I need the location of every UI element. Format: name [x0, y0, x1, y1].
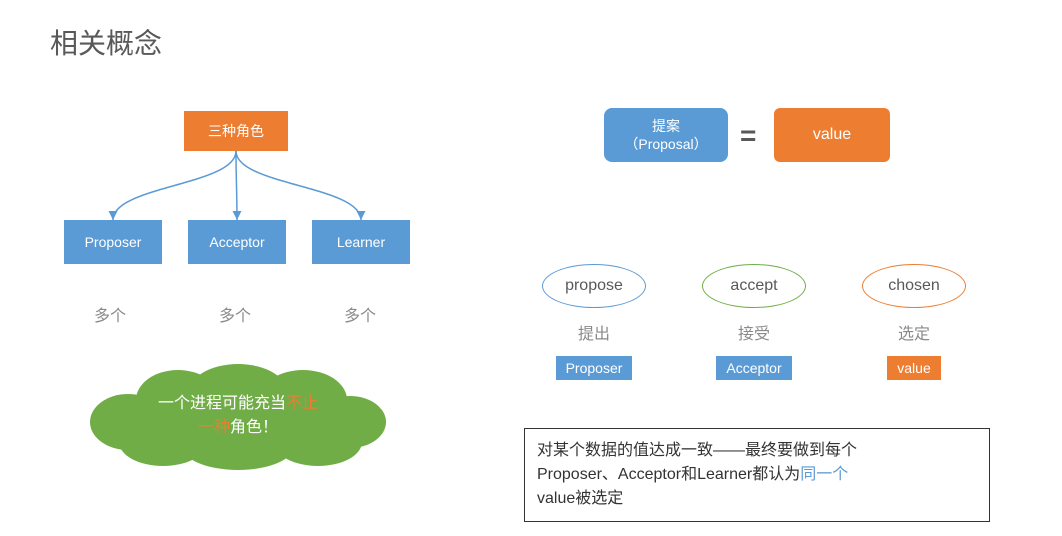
tree-caption: 多个	[344, 302, 376, 326]
ellipse-tag: Acceptor	[716, 356, 791, 380]
equation-left-box: 提案 （Proposal）	[604, 108, 728, 162]
note-cloud: 一个进程可能充当不止 一种角色！	[78, 360, 398, 460]
ellipse-zh: 接受	[738, 320, 770, 344]
equals-sign: =	[740, 120, 756, 152]
cloud-text-part: 一个进程可能充当	[158, 395, 286, 412]
conclusion-text: 对某个数据的值达成一致——最终要做到每个	[537, 442, 857, 459]
ellipse-group-accept: accept 接受 Acceptor	[702, 264, 806, 380]
ellipse-word: accept	[730, 277, 777, 295]
equation-right-label: value	[813, 125, 851, 146]
ellipse-zh: 提出	[578, 320, 610, 344]
ellipse: accept	[702, 264, 806, 308]
ellipse-word: chosen	[888, 277, 940, 295]
conclusion-box: 对某个数据的值达成一致——最终要做到每个 Proposer、Acceptor和L…	[524, 428, 990, 522]
tree-root-label: 三种角色	[208, 122, 264, 140]
tree-child-label: Learner	[337, 233, 385, 251]
ellipse-word: propose	[565, 277, 623, 295]
page-title: 相关概念	[50, 22, 162, 62]
cloud-text-highlight: 不止	[286, 395, 318, 412]
ellipse: propose	[542, 264, 646, 308]
tree-child-acceptor: Acceptor	[188, 220, 286, 264]
cloud-text-highlight: 一种	[198, 419, 230, 436]
ellipse-zh: 选定	[898, 320, 930, 344]
ellipse: chosen	[862, 264, 966, 308]
equation-right-box: value	[774, 108, 890, 162]
cloud-text-part: 角色！	[230, 419, 278, 436]
tree-caption: 多个	[219, 302, 251, 326]
equation-left-line1: 提案	[652, 118, 680, 134]
tree-caption: 多个	[94, 302, 126, 326]
ellipse-group-propose: propose 提出 Proposer	[542, 264, 646, 380]
tree-child-label: Acceptor	[209, 233, 264, 251]
conclusion-highlight: 同一个	[800, 466, 848, 483]
tree-child-label: Proposer	[85, 233, 142, 251]
ellipse-tag: value	[887, 356, 940, 380]
conclusion-text: Proposer、Acceptor和Learner都认为	[537, 466, 800, 483]
ellipse-group-chosen: chosen 选定 value	[862, 264, 966, 380]
tree-child-proposer: Proposer	[64, 220, 162, 264]
ellipse-tag: Proposer	[556, 356, 633, 380]
conclusion-text: value	[537, 490, 575, 507]
conclusion-text: 被选定	[575, 490, 623, 507]
tree-child-learner: Learner	[312, 220, 410, 264]
cloud-text: 一个进程可能充当不止 一种角色！	[78, 392, 398, 440]
equation-left-line2: （Proposal）	[624, 136, 707, 152]
tree-root-box: 三种角色	[184, 111, 288, 151]
